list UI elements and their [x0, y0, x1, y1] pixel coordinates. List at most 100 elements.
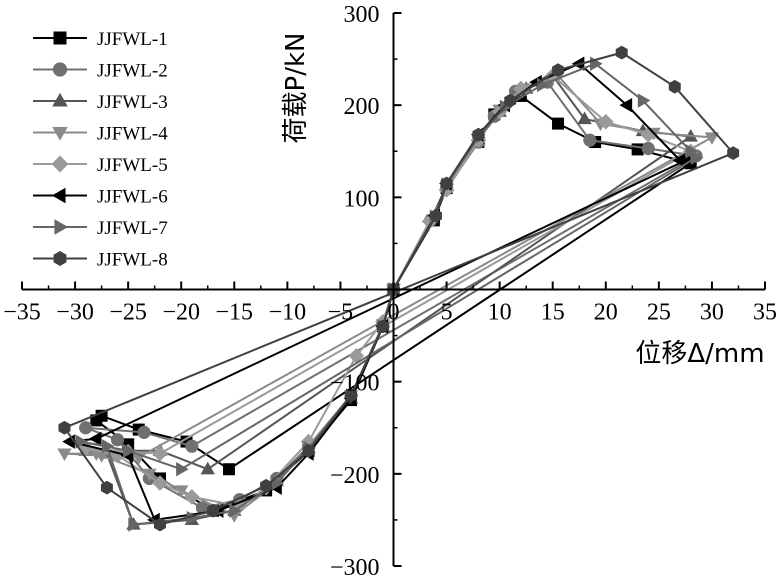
data-point — [504, 93, 517, 108]
data-point — [200, 461, 215, 475]
x-tick-label: −15 — [216, 300, 254, 326]
y-tick-label: −300 — [330, 555, 380, 578]
x-tick-label: 25 — [647, 300, 671, 326]
series-layer — [57, 45, 740, 532]
data-point — [137, 425, 151, 439]
data-point — [57, 448, 72, 462]
x-tick-label: −5 — [328, 300, 354, 326]
data-point — [58, 420, 71, 435]
data-point — [421, 213, 438, 230]
data-point — [640, 126, 657, 143]
data-point — [152, 475, 168, 491]
data-point — [348, 348, 365, 364]
data-point — [302, 443, 315, 458]
data-point — [440, 176, 453, 191]
data-point — [499, 99, 513, 115]
data-point — [152, 445, 168, 462]
data-point — [727, 146, 740, 160]
x-tick-label: 0 — [388, 300, 400, 326]
legend-label: JJFWL-1 — [97, 29, 168, 50]
data-point — [154, 517, 166, 532]
x-tick-label: 20 — [594, 300, 618, 326]
x-tick-label: 5 — [441, 300, 453, 326]
data-point — [229, 503, 242, 518]
data-point — [100, 480, 113, 495]
y-axis-title: 荷载P/kN — [281, 33, 311, 144]
x-tick-label: 35 — [753, 300, 777, 326]
data-point — [186, 510, 200, 526]
legend-item: JJFWL-6 — [33, 187, 168, 208]
legend-item: JJFWL-8 — [33, 250, 168, 271]
y-tick-label: 300 — [344, 2, 380, 28]
data-point — [376, 319, 389, 334]
legend-item: JJFWL-2 — [33, 61, 168, 82]
data-point — [704, 132, 720, 145]
legend-marker — [52, 126, 68, 141]
legend-marker — [51, 155, 69, 173]
legend-marker — [52, 62, 68, 77]
data-point — [123, 443, 136, 458]
axes: −35 −30 −25 −20 −15 −10 −5 0 5 10 15 20 25 30 35 −300 −2… — [3, 2, 777, 578]
x-tick-label: 30 — [700, 300, 724, 326]
y-tick-label: 200 — [344, 94, 380, 120]
data-point — [619, 97, 633, 113]
x-tick-label: 10 — [488, 300, 512, 326]
data-point — [110, 433, 125, 447]
x-tick-label: −25 — [109, 300, 147, 326]
x-tick-label: 15 — [541, 300, 565, 326]
data-point — [101, 438, 115, 454]
legend-marker — [52, 92, 68, 107]
data-point — [552, 63, 564, 78]
data-point — [429, 208, 442, 223]
data-point — [577, 111, 592, 125]
data-point — [207, 503, 220, 518]
x-tick-label: −20 — [162, 300, 200, 326]
legend-marker — [53, 251, 67, 266]
y-tick-label: 100 — [344, 186, 380, 212]
data-point — [90, 414, 103, 427]
data-point — [668, 79, 681, 94]
data-point — [472, 127, 485, 142]
data-point — [88, 431, 102, 447]
data-point — [185, 439, 199, 453]
data-point — [300, 433, 317, 450]
x-axis-title: 位移Δ/mm — [635, 339, 764, 369]
x-tick-label: −35 — [3, 300, 41, 326]
data-point — [184, 489, 200, 505]
legend-marker — [54, 219, 69, 235]
legend-item: JJFWL-5 — [33, 155, 168, 176]
legend-item: JJFWL-7 — [33, 218, 168, 239]
series-line — [79, 62, 697, 526]
data-point — [222, 463, 235, 476]
data-point — [176, 462, 189, 477]
x-tick-label: −30 — [56, 300, 94, 326]
legend-label: JJFWL-3 — [97, 92, 168, 113]
data-point — [615, 45, 628, 60]
data-point — [345, 388, 358, 403]
legend-label: JJFWL-4 — [97, 124, 168, 145]
legend-marker — [53, 31, 67, 45]
legend-label: JJFWL-6 — [97, 187, 168, 208]
legend-item: JJFWL-3 — [33, 92, 168, 113]
x-tick-label: −10 — [269, 300, 307, 326]
legend-label: JJFWL-8 — [97, 250, 168, 271]
data-point — [75, 434, 88, 449]
data-point — [79, 421, 93, 435]
data-point — [690, 150, 704, 165]
data-point — [552, 117, 565, 130]
data-point — [260, 478, 273, 493]
legend-item: JJFWL-4 — [33, 124, 168, 145]
legend-marker — [51, 187, 66, 204]
data-point — [583, 133, 597, 147]
data-point — [637, 93, 651, 108]
legend-label: JJFWL-5 — [97, 155, 168, 176]
data-point — [513, 80, 529, 97]
data-point — [62, 434, 75, 449]
legend-item: JJFWL-1 — [33, 29, 168, 50]
data-point — [597, 113, 614, 130]
y-tick-label: −100 — [330, 371, 380, 397]
y-tick-label: −200 — [330, 463, 380, 489]
data-point — [195, 501, 210, 515]
data-point — [128, 517, 141, 532]
